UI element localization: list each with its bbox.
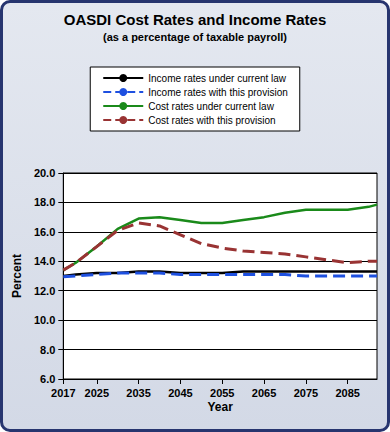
svg-text:2035: 2035 [126,387,150,399]
svg-text:2085: 2085 [335,387,359,399]
svg-text:2075: 2075 [294,387,318,399]
svg-text:20.0: 20.0 [34,167,55,179]
svg-text:6.0: 6.0 [40,373,55,385]
svg-text:10.0: 10.0 [34,314,55,326]
svg-text:14.0: 14.0 [34,255,55,267]
svg-text:18.0: 18.0 [34,196,55,208]
svg-text:(as a percentage of taxable pa: (as a percentage of taxable payroll) [103,31,287,43]
svg-text:2065: 2065 [252,387,276,399]
svg-text:8.0: 8.0 [40,344,55,356]
svg-text:Income rates with this provisi: Income rates with this provision [148,87,288,98]
svg-text:OASDI Cost Rates and Income Ra: OASDI Cost Rates and Income Rates [64,11,327,28]
svg-text:Cost rates under current law: Cost rates under current law [148,101,274,112]
svg-text:2055: 2055 [210,387,234,399]
svg-text:2017: 2017 [51,387,75,399]
svg-text:Income rates under current law: Income rates under current law [148,73,287,84]
svg-text:Cost rates with this provision: Cost rates with this provision [148,115,275,126]
svg-text:2025: 2025 [85,387,109,399]
svg-text:2045: 2045 [168,387,192,399]
svg-text:Year: Year [207,400,233,414]
svg-text:12.0: 12.0 [34,285,55,297]
svg-text:Percent: Percent [10,254,24,298]
svg-text:16.0: 16.0 [34,226,55,238]
